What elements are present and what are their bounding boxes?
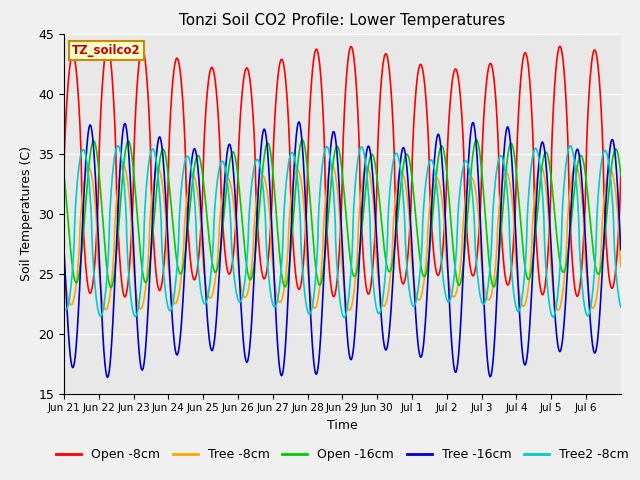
Title: Tonzi Soil CO2 Profile: Lower Temperatures: Tonzi Soil CO2 Profile: Lower Temperatur… [179,13,506,28]
X-axis label: Time: Time [327,419,358,432]
Text: TZ_soilco2: TZ_soilco2 [72,44,141,58]
Legend: Open -8cm, Tree -8cm, Open -16cm, Tree -16cm, Tree2 -8cm: Open -8cm, Tree -8cm, Open -16cm, Tree -… [51,443,634,466]
Y-axis label: Soil Temperatures (C): Soil Temperatures (C) [20,146,33,281]
